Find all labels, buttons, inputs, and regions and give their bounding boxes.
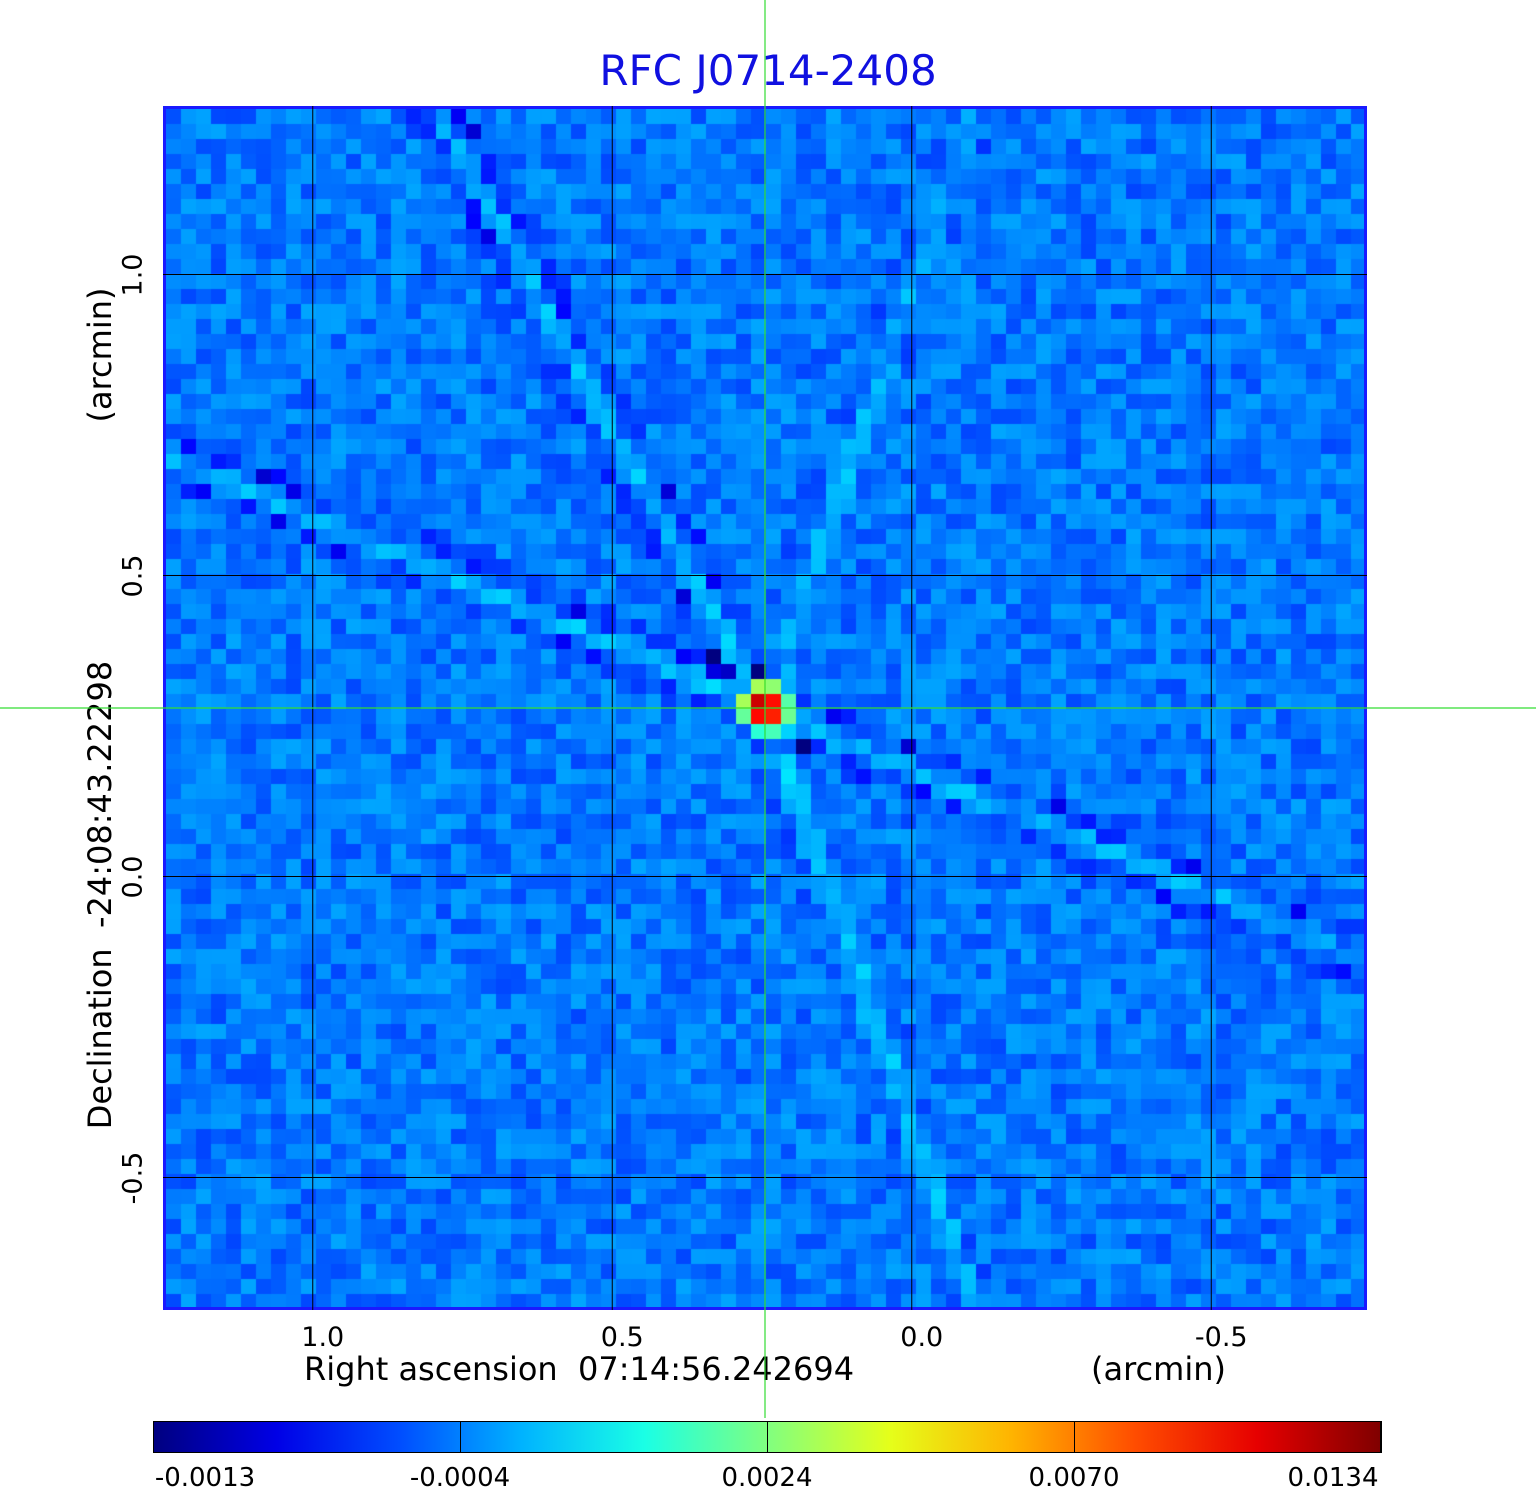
y-tick-label: 1.0 [117, 253, 149, 297]
colorbar-tick-label: -0.0013 [154, 1463, 256, 1493]
colorbar-tick-label: -0.0004 [409, 1463, 511, 1493]
x-tick-label: 1.0 [301, 1322, 345, 1353]
colorbar-tick-label: 0.0024 [721, 1463, 813, 1493]
y-axis-label: Declination -24:08:43.22298 [81, 660, 119, 1130]
chart-title: RFC J0714-2408 [599, 46, 937, 95]
x-tick-label: -0.5 [1194, 1322, 1248, 1353]
colorbar-tick-label: 0.0134 [1287, 1463, 1379, 1493]
x-tick-label: 0.5 [600, 1322, 644, 1353]
x-axis-unit: (arcmin) [1091, 1350, 1226, 1388]
colorbar-tick-mark [460, 1421, 461, 1453]
colorbar-tick-mark [153, 1421, 154, 1453]
y-tick-label: 0.0 [117, 855, 149, 899]
colorbar-tick-mark [1074, 1421, 1075, 1453]
y-axis-unit: (arcmin) [81, 287, 119, 423]
grid-lines [163, 106, 1367, 1310]
colorbar-tick-mark [767, 1421, 768, 1453]
y-tick-label: 0.5 [117, 554, 149, 598]
x-axis-label: Right ascension 07:14:56.242694 [304, 1350, 855, 1388]
colorbar-tick-mark [1381, 1421, 1382, 1453]
colorbar-tick-label: 0.0070 [1028, 1463, 1120, 1493]
x-tick-label: 0.0 [900, 1322, 944, 1353]
y-tick-label: -0.5 [117, 1151, 149, 1204]
